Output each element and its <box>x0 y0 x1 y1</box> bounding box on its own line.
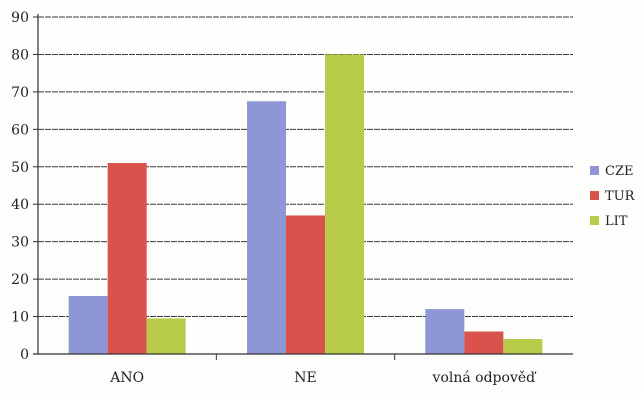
axes <box>33 14 573 360</box>
bar-tur <box>464 331 504 354</box>
y-tick-label: 50 <box>11 160 29 176</box>
y-tick-label: 80 <box>11 47 29 63</box>
legend-swatch-lit <box>590 216 599 225</box>
y-tick-label: 40 <box>11 197 29 213</box>
y-tick-label: 70 <box>11 85 29 101</box>
bar-cze <box>425 309 465 354</box>
legend-swatch-tur <box>590 191 599 200</box>
legend-swatch-cze <box>590 166 599 175</box>
y-tick-label: 30 <box>11 235 29 251</box>
y-tick-label: 90 <box>11 10 29 26</box>
y-tick-label: 10 <box>11 310 29 326</box>
bar-lit <box>146 318 186 354</box>
legend: CZE TUR LIT <box>590 164 636 229</box>
x-category-label: NE <box>294 370 316 386</box>
y-tick-label: 20 <box>11 272 29 288</box>
bar-tur <box>286 215 325 354</box>
bar-lit <box>503 339 543 354</box>
bars <box>68 54 543 354</box>
legend-label: LIT <box>605 214 628 229</box>
legend-label: TUR <box>605 189 636 204</box>
x-axis-labels: ANO NE volná odpověď <box>109 370 537 386</box>
bar-cze <box>68 295 108 354</box>
y-axis-ticks: 0 10 20 30 40 50 60 70 80 90 <box>11 10 38 363</box>
y-tick-label: 60 <box>11 122 29 138</box>
y-tick-label: 0 <box>20 347 29 363</box>
bar-lit <box>325 54 364 354</box>
legend-label: CZE <box>605 164 633 179</box>
bar-tur <box>107 163 147 354</box>
x-category-label: volná odpověď <box>432 370 538 386</box>
bar-cze <box>247 101 286 354</box>
x-category-label: ANO <box>109 370 144 386</box>
